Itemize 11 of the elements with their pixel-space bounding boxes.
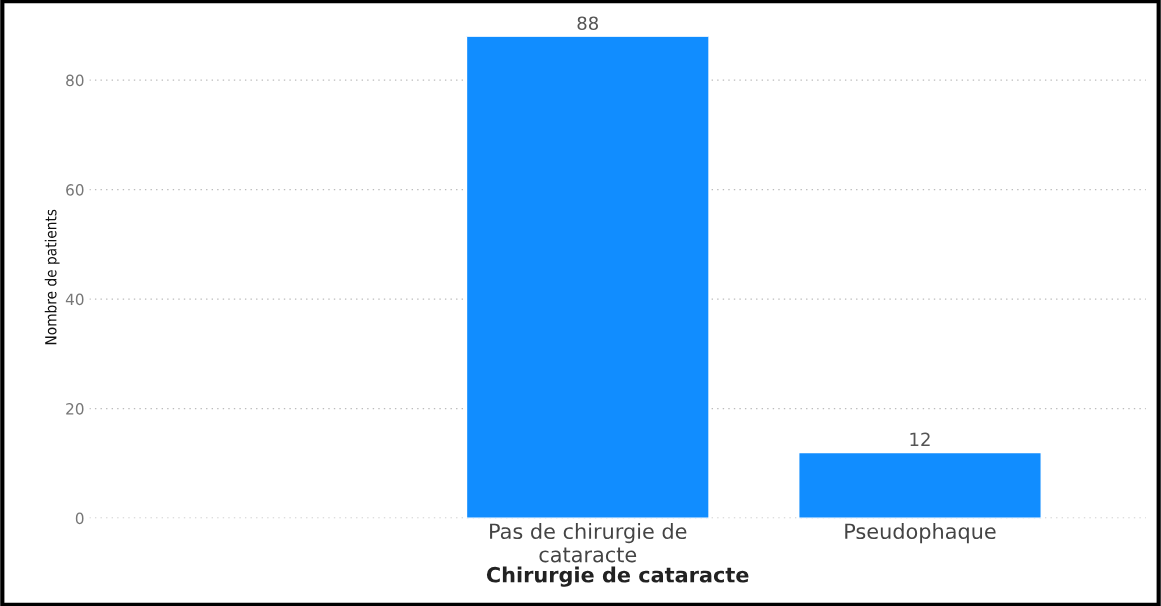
y-tick-label: 80 xyxy=(66,74,84,87)
data-label: 12 xyxy=(910,432,930,446)
data-label: 88 xyxy=(577,16,598,31)
y-tick-label: 40 xyxy=(65,293,84,306)
y-tick-label: 20 xyxy=(66,403,84,415)
y-tick-label: 0 xyxy=(75,512,84,525)
x-axis-title: Chirurgie de cataracte xyxy=(486,566,749,587)
x-tick-label: Pseudophaque xyxy=(845,522,996,544)
y-tick-label: 60 xyxy=(66,184,84,196)
y-axis-title: Nombre de patients xyxy=(44,209,60,345)
x-tick-label: Pas de chirurgie de cataracte xyxy=(490,522,687,563)
